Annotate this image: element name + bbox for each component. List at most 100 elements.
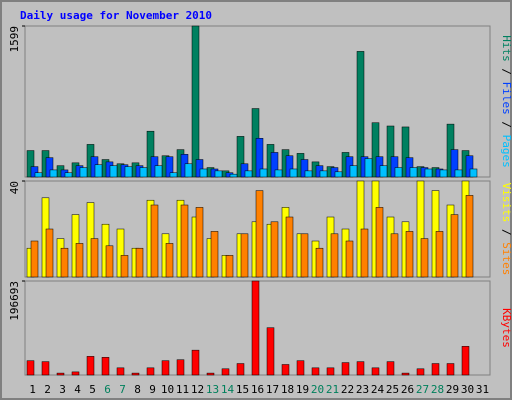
x-tick-label: 7 (119, 383, 126, 396)
bar (176, 359, 185, 376)
legend-separator: / (500, 222, 512, 242)
bar (146, 367, 155, 376)
bar (79, 167, 88, 178)
bar (221, 368, 230, 376)
bar (266, 327, 275, 376)
x-tick-label: 12 (191, 383, 204, 396)
legend-entry: Files (500, 82, 512, 115)
bar (420, 238, 429, 278)
bar (255, 138, 264, 178)
bar (236, 363, 245, 376)
bar (184, 163, 193, 178)
bar (371, 367, 380, 376)
x-tick-label: 16 (251, 383, 264, 396)
bar (390, 233, 399, 278)
bar (255, 190, 264, 278)
x-tick-label: 21 (326, 383, 339, 396)
bar (416, 368, 425, 376)
bar (56, 372, 65, 376)
x-tick-label: 22 (341, 383, 354, 396)
x-tick-label: 2 (44, 383, 51, 396)
bar (94, 164, 103, 178)
bar (30, 166, 39, 178)
x-tick-label: 4 (74, 383, 81, 396)
bar (386, 361, 395, 376)
bar (131, 372, 140, 376)
x-tick-label: 26 (401, 383, 414, 396)
bar (349, 165, 358, 178)
x-tick-label: 18 (281, 383, 294, 396)
legend-entry: Sites (500, 242, 512, 275)
x-tick-label: 9 (149, 383, 156, 396)
y-tick-label: 196693 (8, 281, 21, 321)
bar (26, 150, 35, 178)
bar (195, 159, 204, 178)
legend-separator: / (500, 115, 512, 135)
bar (206, 372, 215, 376)
bar (465, 195, 474, 278)
legend-entry: KBytes (500, 308, 512, 348)
bar (356, 51, 365, 178)
bar (356, 361, 365, 376)
bar (195, 207, 204, 278)
bar (109, 165, 118, 178)
x-tick-label: 5 (89, 383, 96, 396)
bar (386, 125, 395, 178)
bar (240, 163, 249, 178)
bar (300, 159, 309, 178)
bar (165, 243, 174, 278)
bar (450, 214, 459, 278)
bar (401, 126, 410, 178)
bar (405, 231, 414, 278)
bar (330, 233, 339, 278)
bar (341, 362, 350, 376)
bar (169, 172, 178, 178)
bar (124, 166, 133, 178)
legend: KBytes (500, 308, 512, 348)
bar (285, 216, 294, 278)
x-tick-label: 20 (311, 383, 324, 396)
legend-entry: Pages (500, 135, 512, 168)
bar (401, 372, 410, 376)
bar (274, 169, 283, 178)
x-tick-label: 17 (266, 383, 279, 396)
legend-entry: Visits (500, 183, 512, 223)
bar (285, 155, 294, 178)
bar (150, 204, 159, 278)
bar (210, 231, 219, 278)
legend-separator: / (500, 62, 512, 82)
x-tick-label: 28 (431, 383, 444, 396)
bar (360, 228, 369, 278)
bar (154, 165, 163, 178)
bar (390, 156, 399, 178)
bar (199, 168, 208, 178)
bar (60, 247, 69, 278)
bar (191, 349, 200, 376)
bar (240, 233, 249, 278)
bar (116, 367, 125, 376)
bar (105, 245, 114, 278)
bar (270, 221, 279, 278)
bar (214, 170, 223, 178)
bar (409, 167, 418, 178)
x-tick-label: 23 (356, 383, 369, 396)
x-tick-label: 25 (386, 383, 399, 396)
bar (71, 371, 80, 376)
bar (394, 167, 403, 178)
x-tick-label: 14 (221, 383, 235, 396)
bar (300, 233, 309, 278)
bar (311, 367, 320, 376)
x-tick-label: 19 (296, 383, 309, 396)
bar (75, 243, 84, 278)
bar (64, 172, 73, 178)
y-tick-label: 40 (8, 181, 21, 194)
bar (296, 360, 305, 376)
bar (191, 25, 200, 178)
bar (319, 170, 328, 178)
x-tick-label: 29 (446, 383, 459, 396)
bar (244, 170, 253, 178)
bar (49, 169, 58, 178)
bar (439, 169, 448, 178)
